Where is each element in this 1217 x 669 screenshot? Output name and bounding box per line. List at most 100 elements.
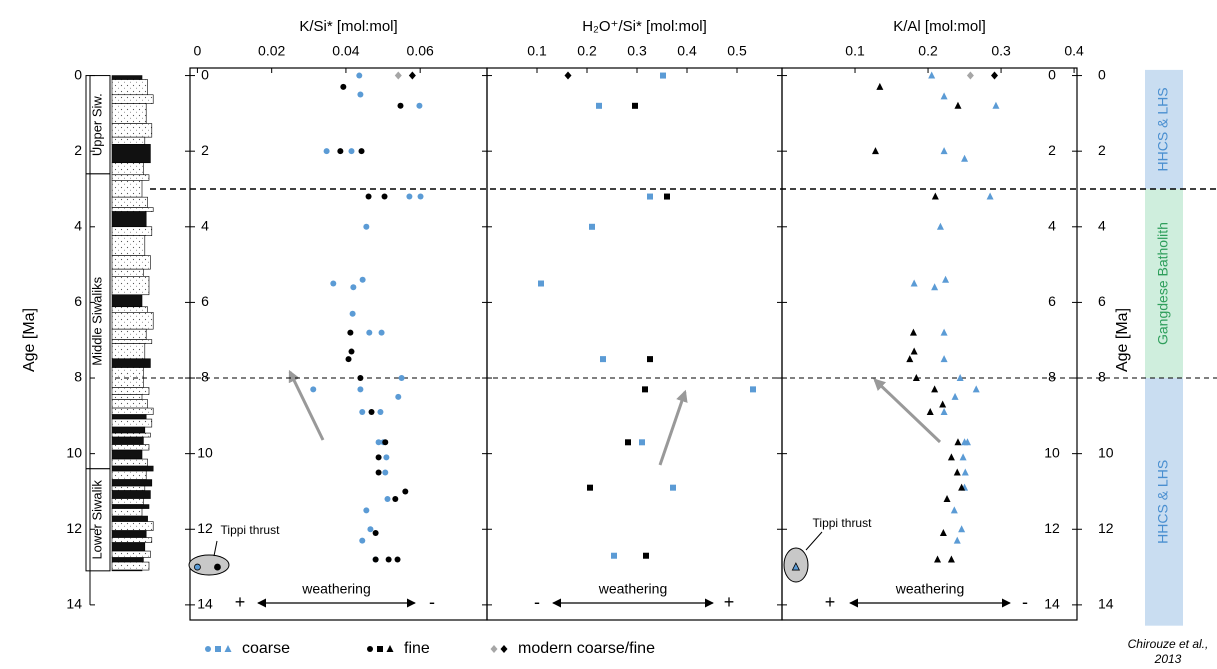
annotation: Tippi thrust [221,523,281,537]
legend-symbol [377,646,383,652]
data-point [876,82,884,90]
lithology-bed [111,479,153,487]
annotation: Tippi thrust [813,516,873,530]
data-point [357,375,364,382]
y-axis-title: Age [Ma] [21,308,38,372]
data-point [385,556,392,563]
annotation: weathering [301,581,371,597]
data-point [589,223,595,230]
data-point [394,71,402,80]
unit-label: Middle Siwaliks [89,276,104,365]
y-tick-label: 6 [1048,293,1056,309]
lithology-bed [111,94,154,104]
y-tick-label: 2 [74,142,82,158]
lithology-bed [111,75,143,80]
lithology-bed [111,449,143,460]
data-point [871,147,879,155]
y-tick-label: 10 [1098,444,1114,460]
data-point [943,495,951,503]
lithology-bed [111,226,153,236]
y-tick-label: 4 [1048,217,1056,233]
annotation: + [825,592,836,612]
x-tick-label: 0 [194,43,202,59]
data-point [357,91,364,98]
data-point [310,386,317,393]
lithology-bed [111,162,144,176]
lithology-bed [111,537,153,543]
y-tick-label: 10 [66,444,82,460]
data-point [381,193,388,200]
y-tick-label: 6 [201,293,209,309]
data-point [961,468,969,476]
lithology-bed [111,136,146,145]
legend-symbol [490,645,498,653]
plot-frame [781,67,1078,621]
lithology-bed [111,485,146,491]
lithology-bed [111,470,147,480]
data-point [363,507,370,514]
x-tick-label: 0.06 [407,43,434,59]
trend-arrow [288,369,325,441]
y-tick-label: 14 [197,596,213,612]
credit: 2013 [1154,652,1182,666]
province-bar [1145,378,1183,626]
data-point [382,439,389,446]
province-bar [1145,69,1183,189]
lithology-bed [111,444,150,451]
y-tick-label: 4 [1098,217,1106,233]
data-point [939,400,947,408]
data-point [958,525,966,533]
data-point [375,469,382,476]
data-point [359,537,366,544]
data-point [647,356,653,363]
lithology-bed [111,561,150,571]
lithology-bed [111,328,147,340]
lithology-bed [111,394,143,400]
lithology-bed [111,211,147,228]
lithology-bed [111,174,150,181]
x-tick-label: 0.04 [332,43,359,59]
annotation: + [724,592,735,612]
annotation: weathering [598,581,668,597]
data-point [942,275,950,283]
data-point [384,496,391,503]
data-point [372,530,379,537]
data-point [910,347,918,355]
data-point [406,193,413,200]
lithology-bed [111,103,147,124]
data-point [953,468,961,476]
legend-symbol [367,646,373,652]
y-tick-label: 4 [201,217,209,233]
x-tick-label: 0.5 [727,43,747,59]
lithology-bed [111,515,148,522]
data-point [367,526,374,533]
lithology-bed [111,306,148,313]
data-point [992,101,1000,109]
lithology-bed [111,414,147,420]
data-point [954,101,962,109]
y-tick-label: 0 [201,66,209,82]
data-point [959,453,967,461]
data-point [625,439,631,446]
data-point [791,562,801,571]
data-point [378,329,385,336]
annotation: - [534,592,540,612]
data-point [642,386,648,393]
legend-symbol [215,646,221,652]
annotation: - [429,592,435,612]
y-axis-title: Age [Ma] [1114,308,1131,372]
annotation: + [235,592,246,612]
y-tick-label: 8 [201,369,209,385]
data-point [939,529,947,537]
data-point [359,276,366,283]
lithology-bed [111,508,143,517]
panel-title: K/Si* [mol:mol] [299,18,397,35]
data-point [356,72,363,79]
y-tick-label: 14 [66,596,82,612]
data-point [931,283,939,291]
y-tick-label: 8 [1098,369,1106,385]
lithology-bed [111,432,151,438]
data-point [375,439,382,446]
data-point [214,563,221,571]
